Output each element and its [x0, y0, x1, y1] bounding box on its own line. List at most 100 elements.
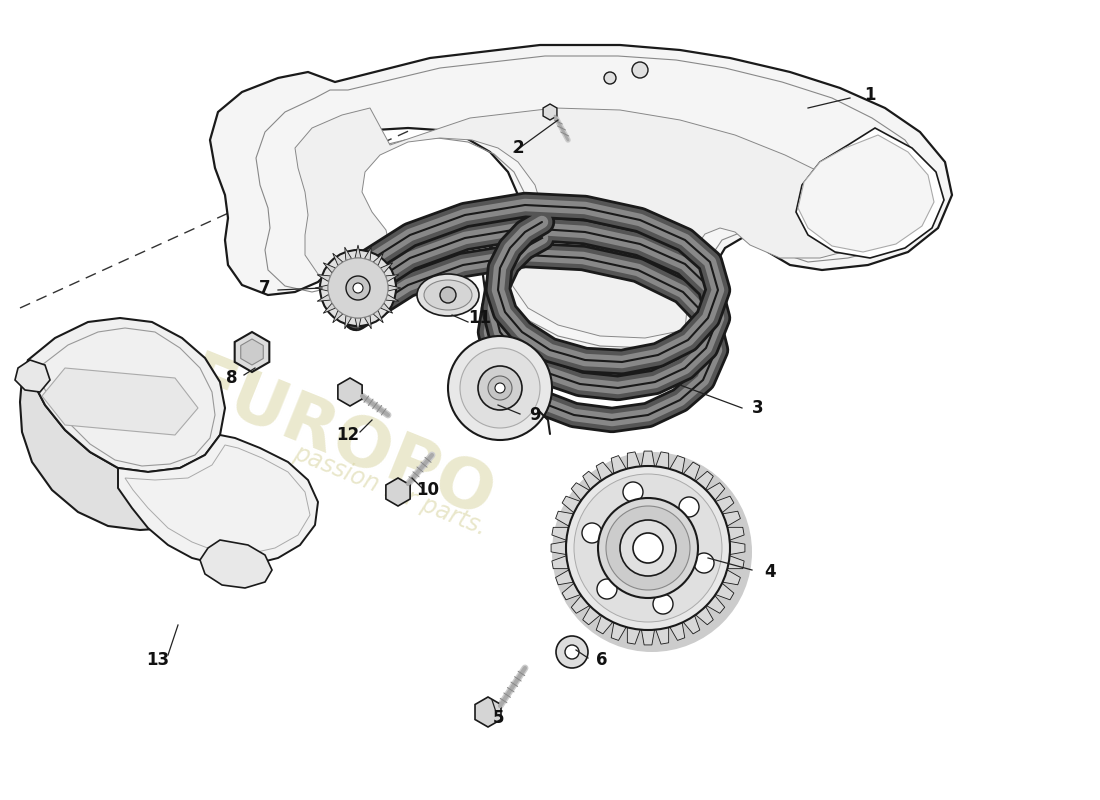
Polygon shape — [583, 471, 601, 490]
Polygon shape — [583, 606, 601, 625]
Text: 8: 8 — [227, 369, 238, 387]
Polygon shape — [15, 360, 50, 392]
Circle shape — [606, 506, 690, 590]
Circle shape — [623, 482, 643, 502]
Polygon shape — [571, 595, 590, 614]
Polygon shape — [695, 606, 713, 625]
Text: 4: 4 — [764, 563, 776, 581]
Circle shape — [653, 594, 673, 614]
Circle shape — [694, 553, 714, 573]
Polygon shape — [556, 570, 573, 585]
Circle shape — [632, 533, 663, 563]
Polygon shape — [562, 496, 581, 513]
Polygon shape — [315, 285, 328, 291]
Polygon shape — [641, 451, 654, 466]
Polygon shape — [562, 583, 581, 600]
Text: 1: 1 — [865, 86, 876, 104]
Polygon shape — [556, 511, 573, 526]
Polygon shape — [706, 482, 725, 501]
Text: 10: 10 — [417, 481, 440, 499]
Polygon shape — [373, 254, 383, 266]
Circle shape — [320, 250, 396, 326]
Circle shape — [620, 520, 676, 576]
Polygon shape — [627, 627, 640, 644]
Polygon shape — [723, 511, 740, 526]
Circle shape — [552, 452, 752, 652]
Circle shape — [556, 636, 588, 668]
Polygon shape — [323, 303, 336, 314]
Text: 7: 7 — [260, 279, 271, 297]
Circle shape — [582, 523, 602, 543]
Circle shape — [488, 376, 512, 400]
Circle shape — [679, 497, 699, 517]
Polygon shape — [28, 318, 226, 472]
Polygon shape — [385, 274, 399, 282]
Polygon shape — [715, 583, 734, 600]
Polygon shape — [552, 527, 569, 540]
Circle shape — [495, 383, 505, 393]
Polygon shape — [543, 104, 557, 120]
Circle shape — [440, 287, 456, 303]
Polygon shape — [683, 615, 700, 634]
Polygon shape — [295, 108, 874, 338]
Polygon shape — [200, 540, 272, 588]
Circle shape — [448, 336, 552, 440]
Polygon shape — [317, 294, 330, 302]
Polygon shape — [234, 332, 270, 372]
Polygon shape — [388, 285, 401, 291]
Polygon shape — [338, 378, 362, 406]
Polygon shape — [729, 542, 745, 554]
Circle shape — [346, 276, 370, 300]
Polygon shape — [656, 627, 669, 644]
Text: 2: 2 — [513, 139, 524, 157]
Polygon shape — [317, 274, 330, 282]
Polygon shape — [683, 462, 700, 481]
Circle shape — [460, 348, 540, 428]
Polygon shape — [386, 478, 410, 506]
Polygon shape — [364, 247, 372, 261]
Circle shape — [597, 579, 617, 599]
Circle shape — [632, 62, 648, 78]
Text: 9: 9 — [529, 406, 541, 424]
Circle shape — [598, 498, 698, 598]
Polygon shape — [612, 455, 626, 474]
Polygon shape — [355, 318, 361, 331]
Circle shape — [565, 645, 579, 659]
Polygon shape — [656, 452, 669, 469]
Text: EUROPO: EUROPO — [176, 348, 504, 532]
Polygon shape — [627, 452, 640, 469]
Polygon shape — [670, 455, 685, 474]
Polygon shape — [332, 310, 343, 322]
Polygon shape — [364, 315, 372, 329]
Polygon shape — [727, 527, 744, 540]
Text: passion for parts.: passion for parts. — [290, 440, 490, 540]
Polygon shape — [727, 556, 744, 569]
Polygon shape — [20, 360, 220, 530]
Text: 6: 6 — [596, 651, 607, 669]
Circle shape — [574, 474, 722, 622]
Polygon shape — [332, 254, 343, 266]
Polygon shape — [798, 135, 934, 252]
Polygon shape — [42, 368, 198, 435]
Polygon shape — [355, 245, 361, 258]
Circle shape — [478, 366, 522, 410]
Polygon shape — [385, 294, 399, 302]
Text: 5: 5 — [493, 709, 504, 727]
Polygon shape — [723, 570, 740, 585]
Polygon shape — [670, 622, 685, 641]
Polygon shape — [706, 595, 725, 614]
Text: 3: 3 — [752, 399, 763, 417]
Circle shape — [328, 258, 388, 318]
Polygon shape — [210, 45, 952, 360]
Polygon shape — [695, 471, 713, 490]
Polygon shape — [596, 462, 613, 481]
Polygon shape — [373, 310, 383, 322]
Polygon shape — [344, 247, 352, 261]
Polygon shape — [118, 435, 318, 565]
Polygon shape — [381, 262, 393, 273]
Ellipse shape — [417, 274, 478, 316]
Polygon shape — [475, 697, 500, 727]
Polygon shape — [796, 128, 944, 258]
Circle shape — [604, 72, 616, 84]
Text: 13: 13 — [146, 651, 169, 669]
